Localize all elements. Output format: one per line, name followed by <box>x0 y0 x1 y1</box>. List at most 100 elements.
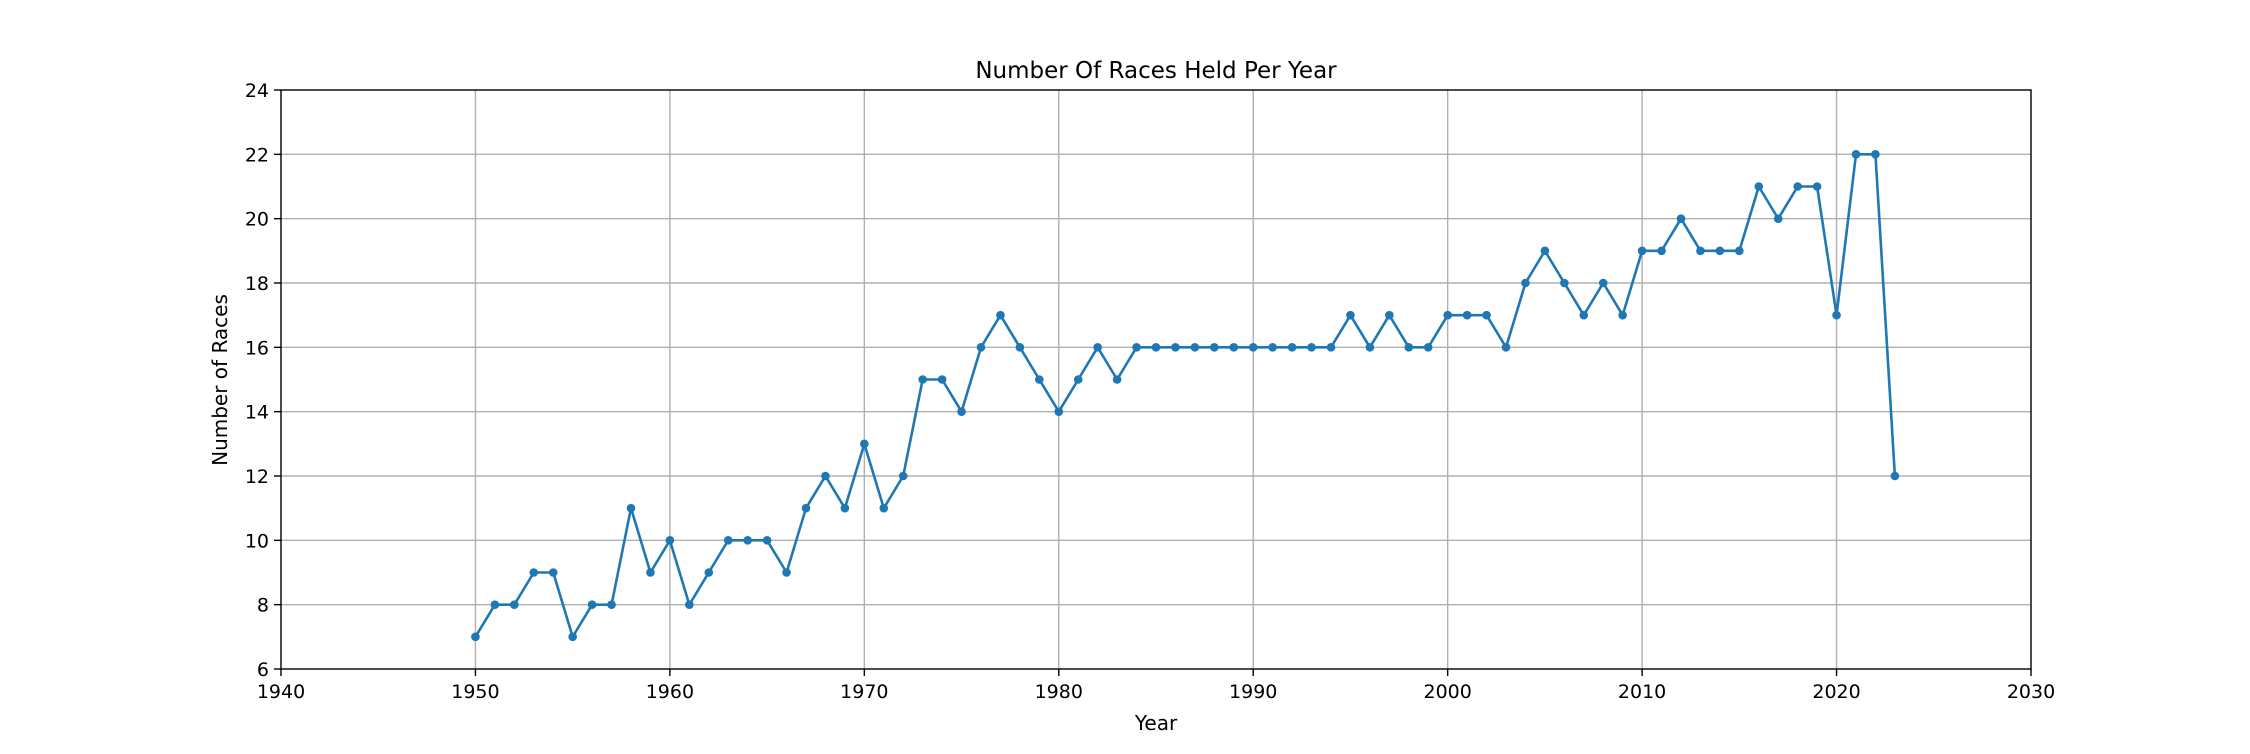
y-tick-label: 24 <box>245 80 269 102</box>
x-axis-label: Year <box>1134 711 1178 735</box>
y-tick-label: 8 <box>257 595 269 617</box>
series-races-per-year <box>471 150 1900 642</box>
data-point <box>529 568 539 577</box>
y-tick-label: 10 <box>245 530 269 552</box>
data-point <box>1171 343 1180 352</box>
data-point <box>801 503 811 513</box>
data-point <box>1054 407 1064 416</box>
data-point <box>1035 375 1044 384</box>
y-tick-label: 6 <box>257 659 269 681</box>
data-point <box>1190 343 1200 352</box>
x-tick-label: 1970 <box>840 681 888 703</box>
series-line <box>474 153 1897 639</box>
data-point <box>1501 343 1511 352</box>
data-point <box>1346 310 1355 320</box>
y-tick-label: 12 <box>245 466 269 488</box>
data-point <box>1773 214 1783 223</box>
data-point <box>762 536 772 545</box>
data-point <box>1307 343 1316 352</box>
data-point <box>879 503 889 513</box>
data-point <box>568 632 577 642</box>
data-point <box>1579 310 1589 320</box>
data-point <box>898 471 908 481</box>
x-tick-label: 1940 <box>257 681 305 703</box>
plot-area-frame <box>280 89 2032 670</box>
data-point <box>685 600 694 609</box>
data-point <box>1696 246 1705 256</box>
data-point <box>1073 375 1083 384</box>
x-tick-label: 1990 <box>1229 681 1277 703</box>
grid-lines <box>281 90 2031 669</box>
data-point <box>1754 182 1764 191</box>
data-point <box>1151 343 1161 352</box>
y-tick-label: 18 <box>245 273 269 295</box>
data-point <box>1093 343 1102 352</box>
data-point <box>1735 246 1744 256</box>
data-point <box>937 375 947 384</box>
data-point <box>587 600 597 609</box>
data-point <box>1385 310 1394 320</box>
data-point <box>860 439 869 449</box>
data-point <box>996 310 1005 320</box>
data-point <box>1326 343 1336 352</box>
data-point <box>1015 343 1025 352</box>
data-point <box>1268 343 1277 352</box>
x-tick-label: 2010 <box>1618 681 1666 703</box>
data-point <box>1637 246 1647 256</box>
y-axis-label: Number of Races <box>208 294 232 466</box>
data-point <box>1871 150 1880 159</box>
y-tick-label: 16 <box>245 337 269 359</box>
data-point <box>646 568 655 577</box>
data-point <box>1890 471 1900 481</box>
y-axis-ticks: 6 8 10 12 14 16 18 20 22 24 <box>245 80 281 681</box>
data-point <box>510 600 519 609</box>
data-point <box>1443 310 1452 320</box>
data-point <box>1210 343 1219 352</box>
y-tick-label: 20 <box>245 209 269 231</box>
data-point <box>976 343 986 352</box>
data-point <box>665 536 675 545</box>
data-point <box>743 536 752 545</box>
data-point <box>1404 343 1414 352</box>
data-point <box>471 632 480 642</box>
data-point <box>1851 150 1861 159</box>
data-point <box>1793 182 1802 191</box>
data-point <box>1676 214 1686 223</box>
y-tick-label: 22 <box>245 144 269 166</box>
chart-title: Number Of Races Held Per Year <box>975 58 1337 84</box>
data-point <box>607 600 616 609</box>
x-axis-ticks: 1940 1950 1960 1970 1980 1990 2000 2010 2020 2030 <box>257 669 2055 703</box>
data-point <box>1423 343 1433 352</box>
data-point <box>1657 246 1666 256</box>
x-tick-label: 1950 <box>451 681 499 703</box>
data-point <box>1287 343 1297 352</box>
data-point <box>1618 310 1627 320</box>
data-point <box>1521 278 1530 288</box>
x-tick-label: 2030 <box>2007 681 2055 703</box>
y-tick-label: 14 <box>245 402 269 424</box>
data-point <box>1540 246 1550 256</box>
data-point <box>782 568 791 577</box>
x-tick-label: 1960 <box>646 681 694 703</box>
data-point <box>1482 310 1491 320</box>
data-point <box>918 375 927 384</box>
data-point <box>1248 343 1258 352</box>
data-point <box>1812 182 1822 191</box>
x-tick-label: 1980 <box>1035 681 1083 703</box>
data-point <box>840 503 850 513</box>
data-point <box>1365 343 1375 352</box>
data-point <box>626 503 636 513</box>
data-point <box>1560 278 1569 288</box>
data-point <box>490 600 500 609</box>
data-point <box>1229 343 1239 352</box>
data-point <box>548 568 558 577</box>
data-point <box>704 568 714 577</box>
data-point <box>1598 278 1608 288</box>
data-point <box>723 536 733 545</box>
data-point <box>821 471 830 481</box>
data-point <box>1715 246 1725 256</box>
data-point <box>1462 310 1472 320</box>
data-point <box>1112 375 1122 384</box>
